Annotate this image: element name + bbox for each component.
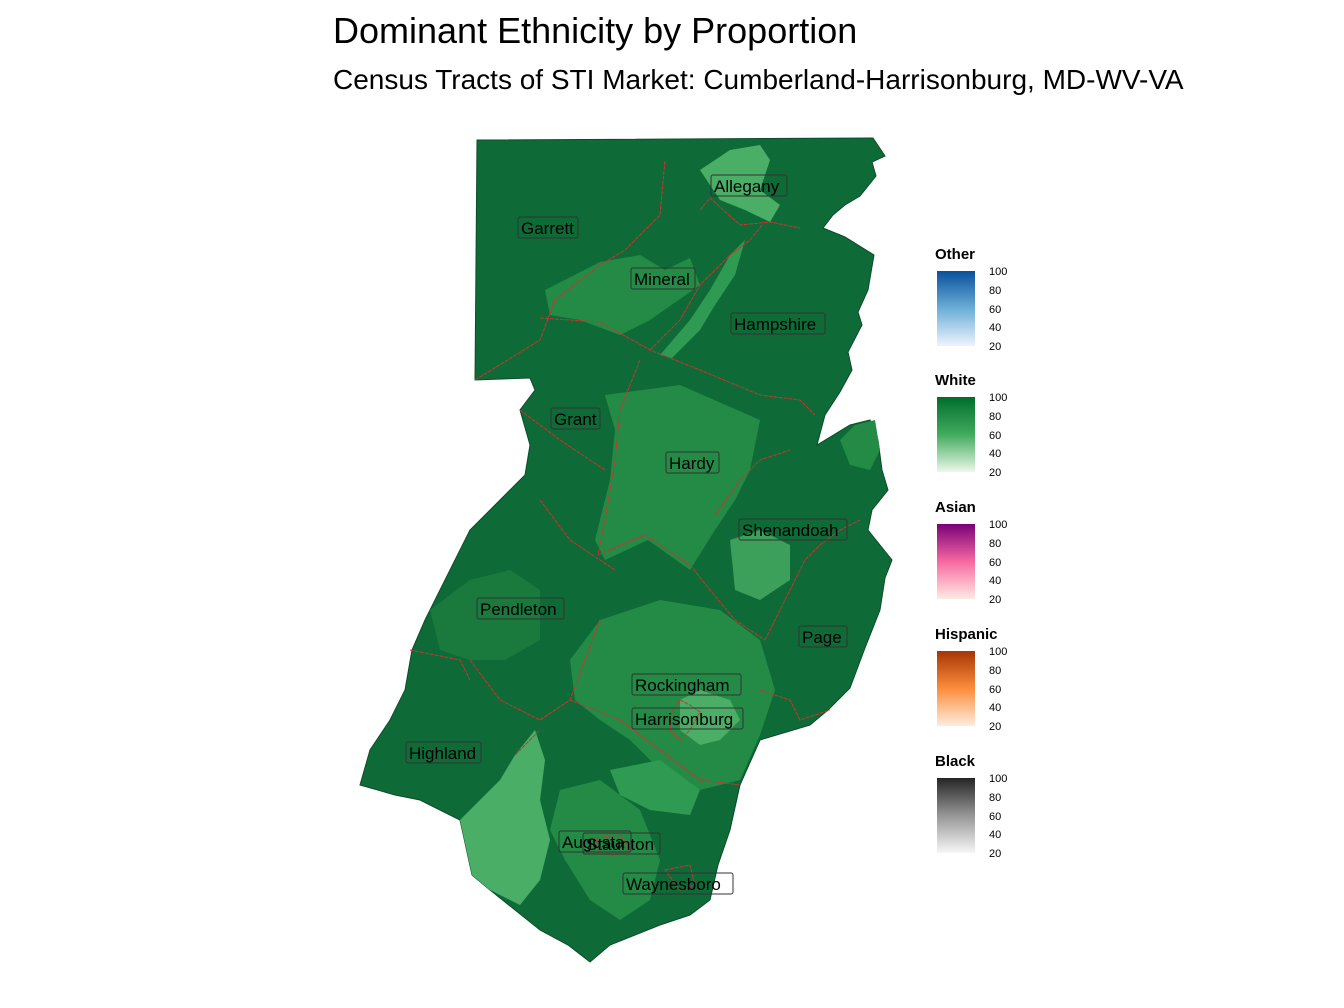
legend-bar-other <box>937 271 975 346</box>
svg-text:Pendleton: Pendleton <box>480 600 557 619</box>
svg-text:Rockingham: Rockingham <box>635 676 730 695</box>
legend-asian: Asian 100 80 60 40 20 <box>935 499 1055 606</box>
county-label-staunton: Staunton <box>582 832 661 855</box>
svg-text:Page: Page <box>802 628 842 647</box>
legend-bar-hispanic <box>937 651 975 726</box>
legend-bar-black <box>937 778 975 853</box>
county-label-garrett: Garrett <box>517 216 579 239</box>
svg-text:Shenandoah: Shenandoah <box>742 521 838 540</box>
county-label-hampshire: Hampshire <box>730 312 826 335</box>
svg-text:Hardy: Hardy <box>669 454 715 473</box>
legend-title: Asian <box>935 499 976 516</box>
legend-ticks: 100 80 60 40 20 <box>989 519 1008 606</box>
svg-text:Staunton: Staunton <box>586 835 654 854</box>
legend-white: White 100 80 60 40 20 <box>935 372 1055 479</box>
legend-bar-white <box>937 397 975 472</box>
legend-ticks: 100 80 60 40 20 <box>989 392 1008 479</box>
tract-light <box>680 690 740 745</box>
legend-ticks: 100 80 60 40 20 <box>989 266 1008 353</box>
tract-light <box>550 780 660 920</box>
legend-title: Other <box>935 246 976 263</box>
map-title: Dominant Ethnicity by Proportion <box>333 10 858 51</box>
tract-light <box>700 145 780 222</box>
legend-black: Black 100 80 60 40 20 <box>935 753 1055 860</box>
tract-light <box>730 530 790 600</box>
county-label-harrisonburg: Harrisonburg <box>631 707 744 730</box>
county-label-rockingham: Rockingham <box>631 673 742 696</box>
legend-title: Black <box>935 753 976 770</box>
legend-title: White <box>935 372 976 389</box>
county-label-page: Page <box>798 625 848 648</box>
svg-text:Allegany: Allegany <box>714 177 780 196</box>
county-label-highland: Highland <box>405 741 482 764</box>
county-label-pendleton: Pendleton <box>476 597 565 620</box>
svg-text:Grant: Grant <box>554 410 597 429</box>
legend-hispanic: Hispanic 100 80 60 40 20 <box>935 626 1055 733</box>
svg-text:Harrisonburg: Harrisonburg <box>635 710 733 729</box>
svg-text:Highland: Highland <box>409 744 476 763</box>
svg-text:Hampshire: Hampshire <box>734 315 816 334</box>
county-label-shenandoah: Shenandoah <box>738 518 848 541</box>
tract-light <box>430 570 540 660</box>
tract-light <box>595 385 760 570</box>
tract-light <box>840 420 880 470</box>
legend-title: Hispanic <box>935 626 998 643</box>
county-borders <box>409 159 861 891</box>
legend-other: Other 100 80 60 40 20 <box>935 246 1055 353</box>
svg-text:Augusta: Augusta <box>562 833 625 852</box>
legend-bar-asian <box>937 524 975 599</box>
county-label-mineral: Mineral <box>630 267 696 290</box>
map-subtitle: Census Tracts of STI Market: Cumberland-… <box>333 64 1184 95</box>
tract-light <box>460 730 550 905</box>
tract-light <box>660 240 745 358</box>
county-label-allegany: Allegany <box>710 174 788 197</box>
tract-light <box>610 760 700 815</box>
county-label-hardy: Hardy <box>665 451 720 474</box>
legend-ticks: 100 80 60 40 20 <box>989 646 1008 733</box>
svg-text:Mineral: Mineral <box>634 270 690 289</box>
tract-light <box>545 255 700 335</box>
svg-text:Garrett: Garrett <box>521 219 574 238</box>
legend-ticks: 100 80 60 40 20 <box>989 773 1008 860</box>
svg-text:Waynesboro: Waynesboro <box>626 875 721 894</box>
county-label-waynesboro: Waynesboro <box>622 872 734 895</box>
county-label-grant: Grant <box>550 407 601 430</box>
county-label-augusta: Augusta <box>558 830 632 853</box>
